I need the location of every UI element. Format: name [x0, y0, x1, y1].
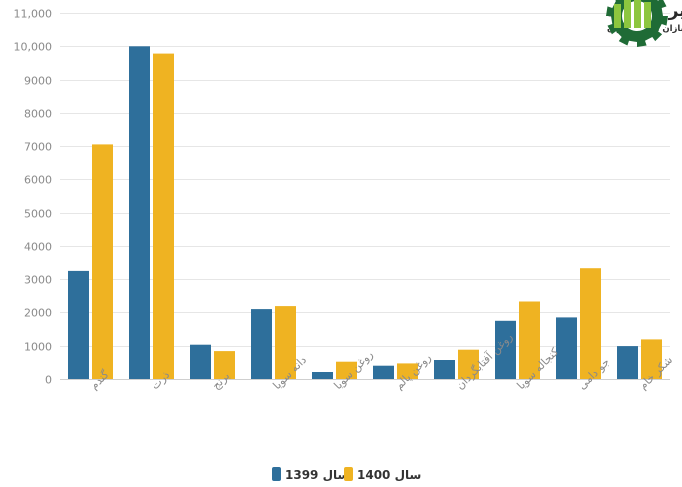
bar-1400[interactable]	[519, 301, 540, 380]
legend: سال 1399 سال 1400	[272, 467, 421, 482]
gear-chart-icon	[606, 0, 668, 47]
bar-1399[interactable]	[617, 346, 638, 379]
bar-1400[interactable]	[641, 339, 662, 379]
bar-1399[interactable]	[495, 320, 516, 379]
bar-1400[interactable]	[153, 53, 174, 379]
y-tick-label: 6000	[24, 174, 52, 187]
bar-1400[interactable]	[92, 144, 113, 379]
bar-1399[interactable]	[129, 46, 150, 380]
legend-swatch-1399	[272, 467, 281, 481]
y-tick-label: 7000	[24, 141, 52, 154]
bar-1400[interactable]	[214, 351, 235, 379]
bar-1399[interactable]	[373, 365, 394, 379]
y-tick-label: 4000	[24, 241, 52, 254]
bar-1400[interactable]	[458, 349, 479, 379]
bar-1400[interactable]	[580, 268, 601, 379]
bar-1399[interactable]	[190, 344, 211, 379]
legend-label-1399: سال 1399	[285, 468, 349, 482]
y-tick-label: 8000	[24, 108, 52, 121]
y-tick-label: 5000	[24, 208, 52, 221]
y-tick-label: 0	[45, 374, 52, 387]
logo: مسیر اقتصاد رسانه تصمیم سازان اقتصاد ایر…	[606, 0, 682, 47]
grid-lines	[60, 13, 670, 347]
y-tick-label: 11,000	[14, 8, 53, 21]
bar-1399[interactable]	[556, 317, 577, 379]
bar-1400[interactable]	[275, 306, 296, 379]
legend-item-1399[interactable]: سال 1399	[272, 467, 349, 482]
bar-1399[interactable]	[312, 372, 333, 379]
y-axis-ticks: 0 1000 2000 3000 4000 5000 6000 7000 8000 9000 10,…	[14, 8, 53, 387]
legend-item-1400[interactable]: سال 1400	[344, 467, 421, 482]
y-tick-label: 1000	[24, 341, 52, 354]
bar-1399[interactable]	[68, 270, 89, 379]
legend-label-1400: سال 1400	[357, 468, 421, 482]
bars	[68, 46, 662, 380]
legend-swatch-1400	[344, 467, 353, 481]
bar-1400[interactable]	[336, 361, 357, 379]
bar-1400[interactable]	[397, 363, 418, 379]
y-tick-label: 2000	[24, 307, 52, 320]
y-tick-label: 10,000	[14, 41, 53, 54]
bar-1399[interactable]	[251, 309, 272, 379]
y-tick-label: 3000	[24, 274, 52, 287]
bar-1399[interactable]	[434, 360, 455, 379]
y-tick-label: 9000	[24, 75, 52, 88]
